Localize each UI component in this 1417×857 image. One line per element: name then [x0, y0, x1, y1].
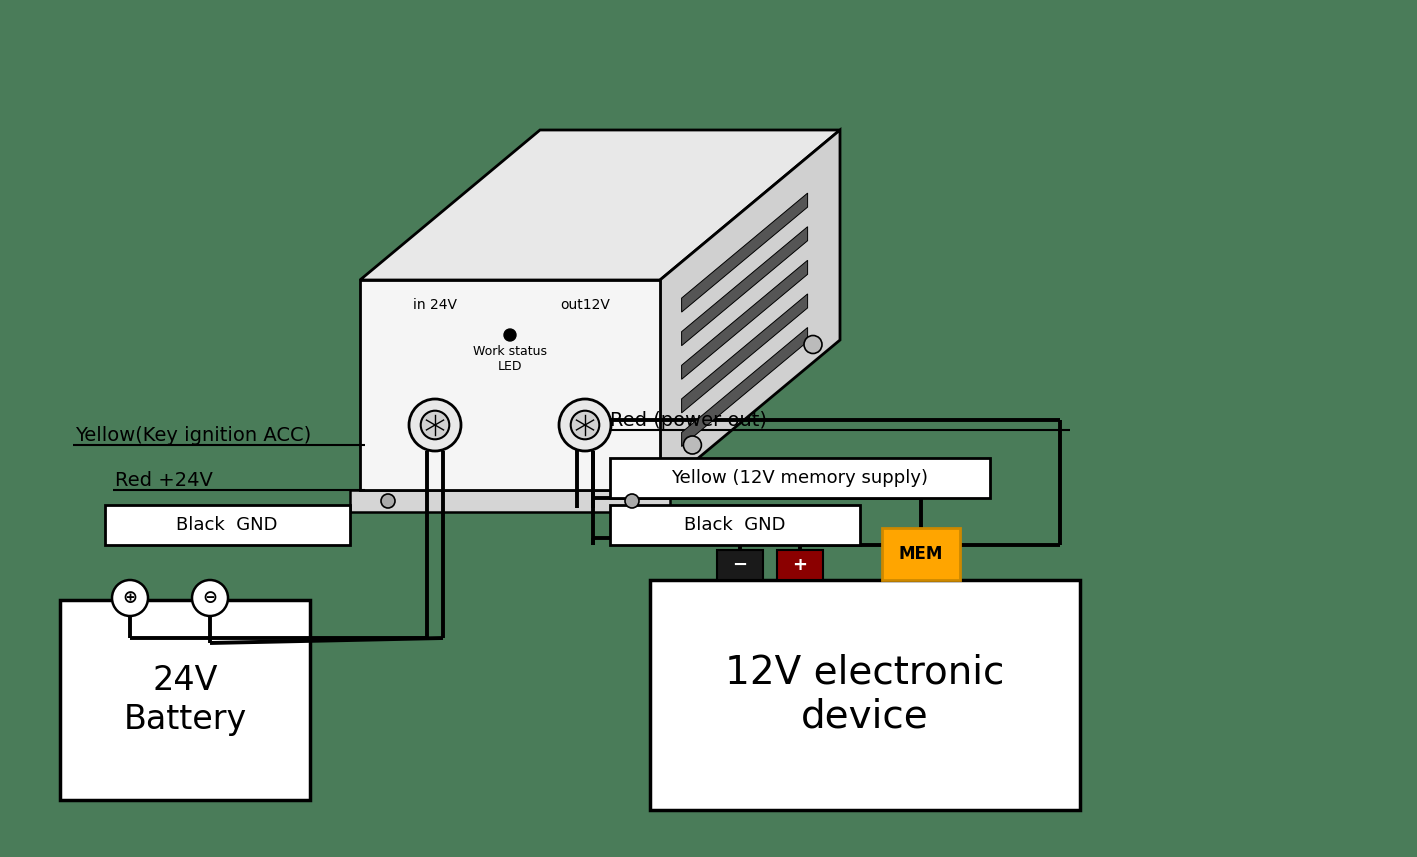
Bar [881, 528, 959, 580]
Circle shape [558, 399, 611, 451]
Bar [60, 600, 310, 800]
Bar [105, 505, 350, 545]
Text: ⊖: ⊖ [203, 589, 218, 607]
Bar [350, 490, 670, 512]
Bar [609, 458, 990, 498]
Circle shape [625, 494, 639, 508]
Bar [717, 550, 762, 580]
Text: Work status
LED: Work status LED [473, 345, 547, 373]
Text: Yellow (12V memory supply): Yellow (12V memory supply) [672, 469, 928, 487]
Polygon shape [360, 130, 840, 280]
Text: Black  GND: Black GND [176, 516, 278, 534]
Circle shape [683, 436, 701, 454]
Text: out12V: out12V [560, 298, 609, 312]
Circle shape [191, 580, 228, 616]
Text: MEM: MEM [898, 545, 944, 563]
Circle shape [381, 494, 395, 508]
Text: +: + [792, 556, 808, 574]
Text: Yellow(Key ignition ACC): Yellow(Key ignition ACC) [75, 425, 312, 445]
Text: 12V electronic
device: 12V electronic device [726, 654, 1005, 736]
Circle shape [571, 411, 599, 440]
Text: Black  GND: Black GND [684, 516, 786, 534]
Text: ⊕: ⊕ [122, 589, 137, 607]
Circle shape [410, 399, 461, 451]
Circle shape [803, 335, 822, 353]
Circle shape [504, 329, 516, 341]
Bar [609, 505, 860, 545]
Bar [777, 550, 823, 580]
Polygon shape [682, 261, 808, 380]
Text: 24V
Battery: 24V Battery [123, 664, 247, 735]
Polygon shape [682, 294, 808, 413]
Polygon shape [682, 327, 808, 446]
Polygon shape [660, 130, 840, 490]
Polygon shape [682, 227, 808, 345]
Text: Red (power out): Red (power out) [609, 411, 767, 429]
Bar [360, 280, 660, 490]
Text: −: − [733, 556, 748, 574]
Polygon shape [682, 193, 808, 312]
Circle shape [421, 411, 449, 440]
Bar [650, 580, 1080, 810]
Circle shape [112, 580, 147, 616]
Text: Red +24V: Red +24V [115, 470, 213, 489]
Text: in 24V: in 24V [412, 298, 458, 312]
